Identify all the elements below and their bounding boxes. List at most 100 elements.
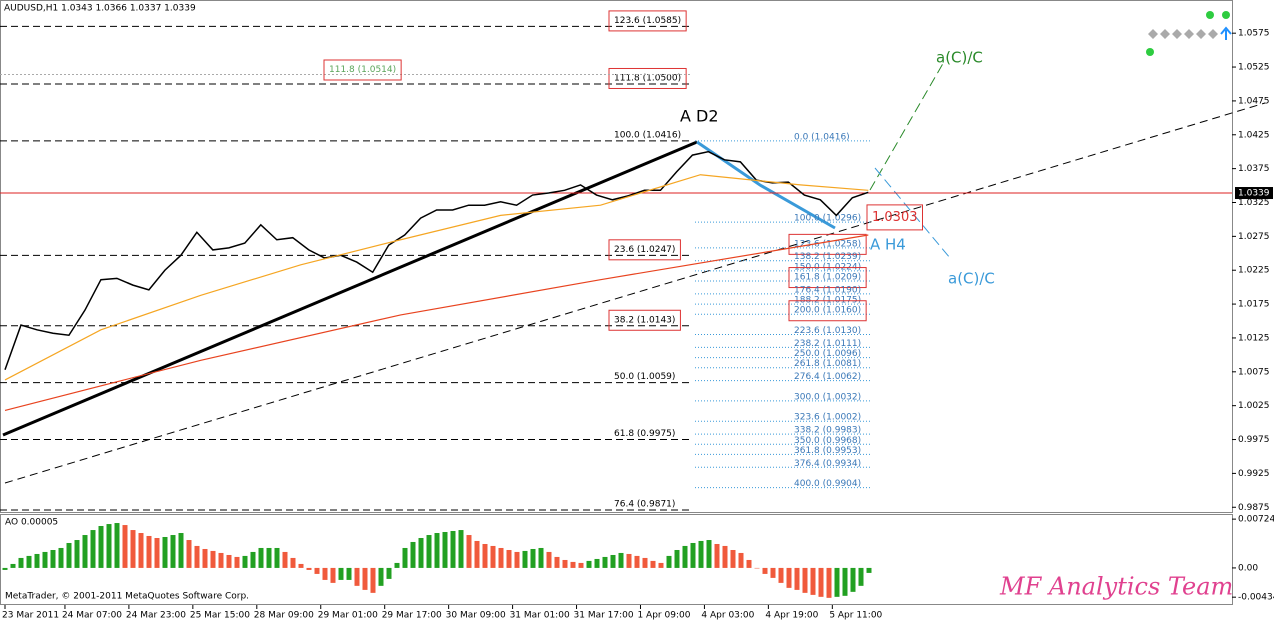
ao-bar <box>482 543 488 568</box>
level-label: 138.2 (1.0239) <box>794 252 861 262</box>
ao-bar <box>146 535 152 568</box>
ao-bar <box>170 535 176 568</box>
level-label: 300.0 (1.0032) <box>794 392 861 402</box>
ao-bar <box>234 556 240 568</box>
ao-bar <box>130 530 136 568</box>
ao-bar <box>698 540 704 568</box>
label-box <box>323 59 402 81</box>
ao-panel <box>0 514 1233 605</box>
ao-bar <box>746 559 752 568</box>
ao-bar <box>538 547 544 568</box>
price-series <box>4 234 869 411</box>
ao-bar <box>330 567 336 583</box>
ao-bar <box>90 530 96 568</box>
y-tick-label: 1.0025 <box>1238 401 1270 411</box>
x-tick-label: 24 Mar 23:00 <box>126 611 186 621</box>
y-tick-label: 1.0575 <box>1238 29 1270 39</box>
ao-bar <box>106 524 112 568</box>
ao-title: AO 0.00005 <box>5 518 58 528</box>
y-tick-label: 0.9875 <box>1238 503 1270 513</box>
y-tick-label: 1.0325 <box>1238 198 1270 208</box>
ao-bar <box>658 562 664 568</box>
ao-bar <box>514 551 520 568</box>
ao-bar <box>42 551 48 568</box>
ao-bar <box>738 552 744 568</box>
x-tick-label: 28 Mar 09:00 <box>254 611 314 621</box>
ao-bar <box>682 545 688 568</box>
ao-bar <box>522 550 528 568</box>
ao-bar <box>98 525 104 568</box>
ao-bar <box>66 542 72 568</box>
chart-title: AUDUSD,H1 1.0343 1.0366 1.0337 1.0339 <box>4 4 196 14</box>
label-box <box>608 67 687 89</box>
y-tick-label: 1.0375 <box>1238 164 1270 174</box>
label-box <box>788 267 867 289</box>
ao-bar <box>466 535 472 568</box>
level-label: 76.4 (0.9871) <box>614 499 675 509</box>
ao-bar <box>802 567 808 593</box>
price-label: 1.0339 <box>1238 189 1270 199</box>
x-tick-label: 24 Mar 07:00 <box>62 611 122 621</box>
x-tick-label: 4 Apr 03:00 <box>701 611 754 621</box>
x-tick-label: 25 Mar 15:00 <box>190 611 250 621</box>
ao-bar <box>850 567 856 592</box>
watermark: MF Analytics Team <box>999 573 1233 601</box>
level-label: 100.0 (1.0296) <box>794 214 861 224</box>
annotation: A H4 <box>870 236 906 254</box>
ao-bar <box>810 567 816 595</box>
ao-bar <box>346 567 352 580</box>
ao-bar <box>290 557 296 568</box>
label-box <box>788 233 867 255</box>
y-tick-label: 0.00 <box>1238 563 1258 573</box>
ao-bar <box>762 567 768 574</box>
ao-bar <box>650 560 656 568</box>
label-box <box>608 10 687 32</box>
ao-bar <box>50 549 56 568</box>
price-series <box>4 150 869 371</box>
ao-bar <box>74 540 80 568</box>
ao-bar <box>618 552 624 568</box>
ao-bar <box>730 549 736 568</box>
ao-bar <box>250 551 256 568</box>
y-tick-label: 0.9925 <box>1238 469 1270 479</box>
ao-bar <box>530 548 536 568</box>
level-label: 261.8 (1.0081) <box>794 359 861 369</box>
level-label: 0.0 (1.0416) <box>794 132 850 142</box>
x-tick-label: 1 Apr 09:00 <box>637 611 690 621</box>
ao-bar <box>490 545 496 568</box>
y-tick-label: 1.0425 <box>1238 130 1270 140</box>
trend-line-dashed <box>4 102 1266 484</box>
ao-bar <box>674 549 680 568</box>
main-panel <box>0 0 1233 513</box>
ao-bar <box>410 541 416 568</box>
ao-bar <box>826 567 832 598</box>
level-label: 361.8 (0.9953) <box>794 446 861 456</box>
ao-bar <box>114 523 120 568</box>
ao-bar <box>666 555 672 568</box>
price-tag <box>1235 187 1273 200</box>
x-tick-label: 23 Mar 2011 <box>2 611 59 621</box>
ao-bar <box>186 540 192 568</box>
ao-bar <box>10 563 16 568</box>
ao-bar <box>858 567 864 586</box>
y-tick-label: 1.0225 <box>1238 266 1270 276</box>
level-label: 223.6 (1.0130) <box>794 326 861 336</box>
ao-bar <box>602 556 608 568</box>
level-label: 176.4 (1.0190) <box>794 285 861 295</box>
y-tick-label: 1.0125 <box>1238 333 1270 343</box>
level-label: 100.0 (1.0416) <box>614 130 681 140</box>
ao-bar <box>722 545 728 568</box>
level-label: 376.4 (0.9934) <box>794 459 861 469</box>
ao-bar <box>58 547 64 568</box>
ao-bar <box>506 549 512 568</box>
label-box <box>866 204 923 231</box>
ao-bar <box>442 531 448 568</box>
marker-price: 1.0303 <box>872 210 918 225</box>
label-box <box>608 309 681 331</box>
ao-bar <box>178 533 184 568</box>
trend-line <box>2 140 698 437</box>
ao-bar <box>586 560 592 568</box>
ao-bar <box>210 550 216 568</box>
ao-bar <box>226 554 232 568</box>
ao-bar <box>322 567 328 580</box>
